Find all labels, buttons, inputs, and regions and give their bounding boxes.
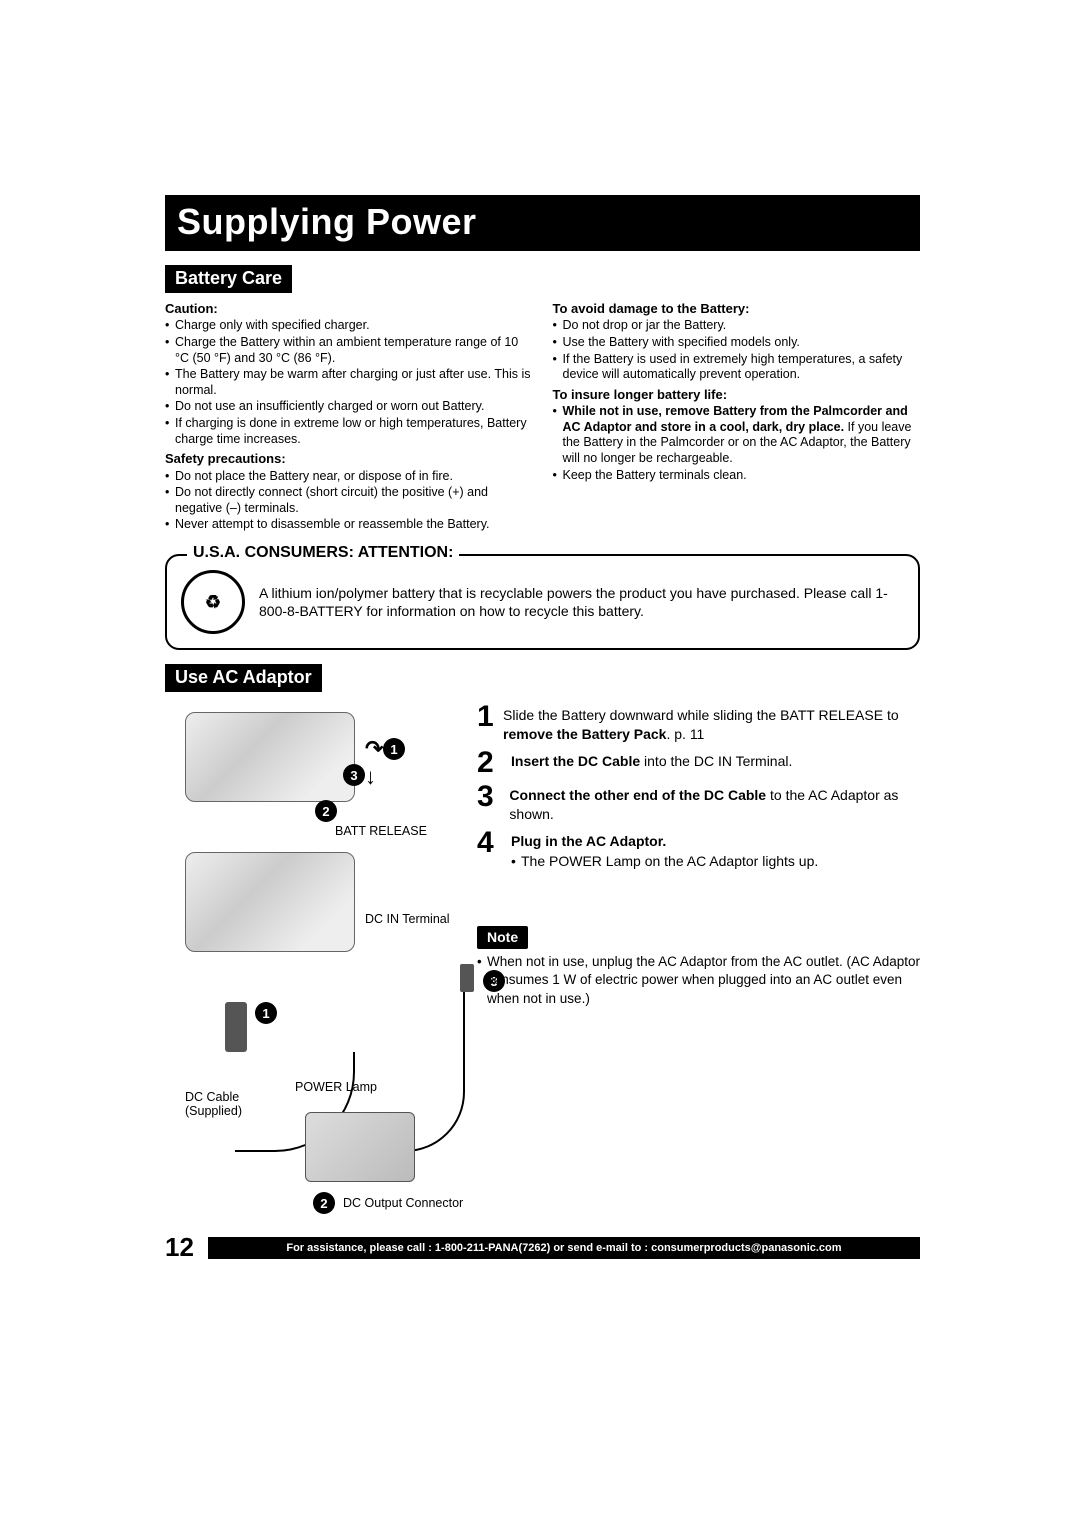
right-column: To avoid damage to the Battery: Do not d…	[553, 297, 921, 534]
arrow-icon: ↷	[365, 736, 383, 762]
arrow-down-icon: ↓	[365, 764, 376, 790]
page-title: Supplying Power	[165, 195, 920, 251]
notice-title: U.S.A. CONSUMERS: ATTENTION:	[187, 544, 459, 562]
safety-item: Do not directly connect (short circuit) …	[165, 485, 533, 516]
callout-3-icon: 3	[343, 764, 365, 786]
avoid-heading: To avoid damage to the Battery:	[553, 301, 921, 317]
battery-care-columns: Caution: Charge only with specified char…	[165, 297, 920, 534]
callout-1-icon: 1	[383, 738, 405, 760]
ac-plug-illustration	[460, 964, 474, 992]
diagram: 1 ↷ 3 ↓ 2 BATT RELEASE DC IN Terminal 1 …	[165, 702, 465, 1222]
step-number: 4	[477, 828, 503, 873]
callout-1b-icon: 1	[255, 1002, 277, 1024]
caution-heading: Caution:	[165, 301, 533, 317]
caution-item: The Battery may be warm after charging o…	[165, 367, 533, 398]
avoid-item: Use the Battery with specified models on…	[553, 335, 921, 351]
consumer-notice: U.S.A. CONSUMERS: ATTENTION: ♻ A lithium…	[165, 554, 920, 650]
caution-item: Charge only with specified charger.	[165, 318, 533, 334]
batt-release-label: BATT RELEASE	[335, 824, 427, 838]
safety-list: Do not place the Battery near, or dispos…	[165, 469, 533, 534]
step-number: 2	[477, 748, 503, 778]
safety-heading: Safety precautions:	[165, 451, 533, 467]
section-ac-adaptor: Use AC Adaptor	[165, 664, 322, 692]
life-item: While not in use, remove Battery from th…	[553, 404, 921, 467]
callout-2b-icon: 2	[313, 1192, 335, 1214]
safety-item: Never attempt to disassemble or reassemb…	[165, 517, 533, 533]
dc-plug-illustration	[225, 1002, 247, 1052]
callout-2-icon: 2	[315, 800, 337, 822]
life-item: Keep the Battery terminals clean.	[553, 468, 921, 484]
caution-item: Do not use an insufficiently charged or …	[165, 399, 533, 415]
step-4-note: The POWER Lamp on the AC Adaptor lights …	[511, 852, 818, 871]
avoid-list: Do not drop or jar the Battery. Use the …	[553, 318, 921, 383]
camcorder-bottom-illustration	[185, 852, 355, 952]
dc-in-label: DC IN Terminal	[365, 912, 450, 926]
note-list: When not in use, unplug the AC Adaptor f…	[477, 953, 920, 1008]
step-number: 3	[477, 782, 501, 824]
step-number: 1	[477, 702, 495, 744]
left-column: Caution: Charge only with specified char…	[165, 297, 533, 534]
caution-item: If charging is done in extreme low or hi…	[165, 416, 533, 447]
note-label: Note	[477, 926, 528, 949]
steps-column: 1 Slide the Battery downward while slidi…	[477, 702, 920, 1222]
recycle-icon: ♻	[181, 570, 245, 634]
caution-item: Charge the Battery within an ambient tem…	[165, 335, 533, 366]
camcorder-top-illustration	[185, 712, 355, 802]
step-1: 1 Slide the Battery downward while slidi…	[477, 702, 920, 744]
section-battery-care: Battery Care	[165, 265, 292, 293]
page-number: 12	[165, 1232, 194, 1263]
footer: 12 For assistance, please call : 1-800-2…	[165, 1232, 920, 1263]
assistance-bar: For assistance, please call : 1-800-211-…	[208, 1237, 920, 1259]
life-heading: To insure longer battery life:	[553, 387, 921, 403]
avoid-item: If the Battery is used in extremely high…	[553, 352, 921, 383]
step-4: 4 Plug in the AC Adaptor. The POWER Lamp…	[477, 828, 920, 873]
safety-item: Do not place the Battery near, or dispos…	[165, 469, 533, 485]
step-3: 3 Connect the other end of the DC Cable …	[477, 782, 920, 824]
notice-text: A lithium ion/polymer battery that is re…	[259, 584, 904, 620]
note-item: When not in use, unplug the AC Adaptor f…	[477, 953, 920, 1008]
ac-adaptor-illustration	[305, 1112, 415, 1182]
life-list: While not in use, remove Battery from th…	[553, 404, 921, 483]
caution-list: Charge only with specified charger. Char…	[165, 318, 533, 447]
avoid-item: Do not drop or jar the Battery.	[553, 318, 921, 334]
step-2: 2 Insert the DC Cable into the DC IN Ter…	[477, 748, 920, 778]
ac-adaptor-area: 1 ↷ 3 ↓ 2 BATT RELEASE DC IN Terminal 1 …	[165, 702, 920, 1222]
dc-output-label: DC Output Connector	[343, 1196, 463, 1210]
